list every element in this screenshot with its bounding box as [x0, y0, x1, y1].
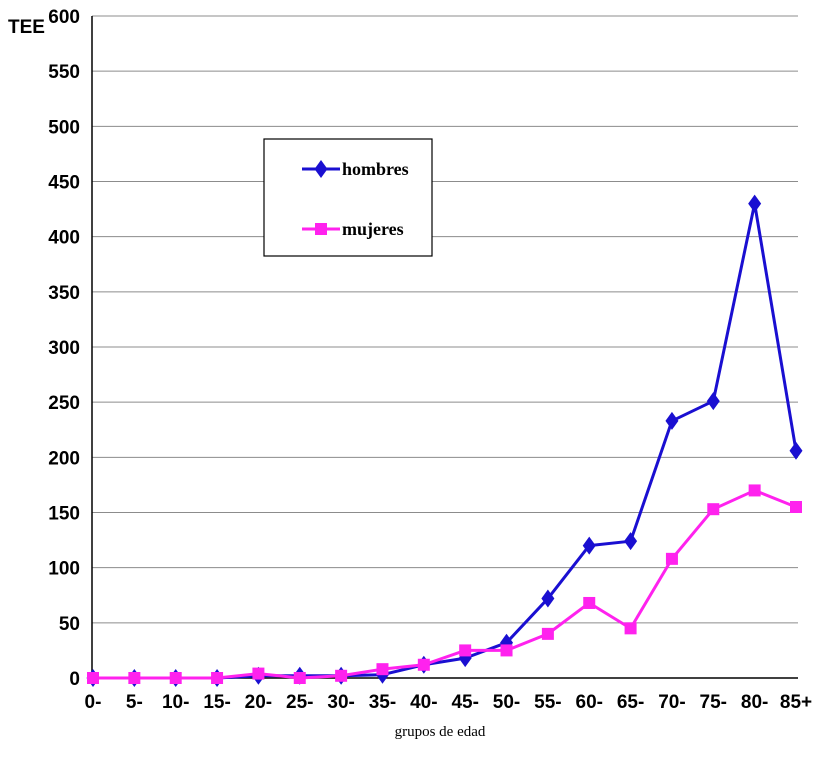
data-point-hombres [748, 194, 762, 213]
y-tick-label: 50 [59, 614, 80, 635]
x-tick-label: 35- [369, 692, 396, 713]
y-tick-labels: 0 50 100 150 200 250 300 350 400 450 500 550 600 [48, 7, 80, 690]
y-axis-label: TEE [8, 17, 45, 38]
data-point-mujeres [790, 500, 802, 513]
x-tick-label: 40- [410, 692, 437, 713]
x-tick-label: 55- [534, 692, 561, 713]
series-layer [86, 194, 803, 687]
legend-label-mujeres: mujeres [342, 219, 404, 239]
y-tick-label: 500 [48, 117, 80, 138]
x-tick-label: 50- [493, 692, 520, 713]
data-point-mujeres [665, 552, 678, 565]
legend-label-hombres: hombres [342, 159, 409, 179]
data-point-mujeres [583, 596, 596, 609]
legend: hombres mujeres [263, 138, 433, 257]
data-point-hombres [582, 536, 596, 555]
data-point-hombres [789, 441, 803, 460]
x-tick-label: 80- [741, 692, 768, 713]
data-point-mujeres [624, 622, 637, 635]
x-tick-label: 65- [617, 692, 644, 713]
data-point-mujeres [748, 484, 761, 497]
data-point-mujeres [293, 672, 306, 684]
data-point-mujeres [169, 672, 182, 684]
data-point-mujeres [335, 669, 348, 682]
legend-marker-mujeres [315, 223, 327, 235]
data-point-hombres [541, 589, 555, 608]
y-tick-label: 100 [48, 559, 80, 580]
data-point-mujeres [707, 503, 720, 516]
series-mujeres [87, 484, 802, 684]
gridlines [92, 15, 798, 624]
legend-box [263, 138, 433, 257]
y-tick-label: 400 [48, 228, 80, 249]
x-tick-label: 0- [85, 692, 102, 713]
data-point-mujeres [87, 672, 99, 684]
y-tick-label: 300 [48, 338, 80, 359]
data-point-mujeres [376, 663, 389, 676]
series-line-hombres [93, 202, 798, 680]
data-point-hombres [624, 532, 638, 551]
x-axis-label: grupos de edad [395, 724, 486, 740]
series-line-mujeres [93, 488, 797, 680]
y-tick-label: 600 [48, 7, 80, 28]
data-point-mujeres [211, 672, 224, 684]
x-tick-label: 25- [286, 692, 313, 713]
y-tick-label: 550 [48, 62, 80, 83]
series-hombres [86, 194, 803, 687]
y-tick-label: 150 [48, 504, 80, 525]
x-tick-label: 5- [126, 692, 143, 713]
data-point-mujeres [459, 644, 472, 657]
data-point-mujeres [252, 667, 265, 680]
y-tick-label: 250 [48, 393, 80, 414]
y-tick-label: 200 [48, 448, 80, 469]
data-point-mujeres [128, 672, 141, 684]
y-tick-label: 0 [69, 669, 80, 690]
x-tick-label: 45- [451, 692, 478, 713]
y-tick-label: 450 [48, 173, 80, 194]
data-point-mujeres [500, 644, 513, 657]
x-tick-label: 85+ [780, 692, 812, 713]
data-point-mujeres [541, 627, 554, 640]
legend-marker-hombres [314, 160, 328, 178]
data-point-hombres [706, 392, 720, 411]
x-tick-label: 20- [245, 692, 272, 713]
data-point-hombres [665, 411, 679, 430]
data-point-mujeres [417, 658, 430, 671]
x-tick-label: 10- [162, 692, 189, 713]
x-tick-label: 60- [576, 692, 603, 713]
x-tick-label: 30- [327, 692, 354, 713]
x-tick-labels: 0- 5- 10- 15- 20- 25- 30- 35- 40- 45- 50- 55- 60- 65-… [85, 692, 813, 713]
x-tick-label: 70- [658, 692, 685, 713]
x-tick-label: 15- [203, 692, 230, 713]
y-tick-label: 350 [48, 283, 80, 304]
x-tick-label: 75- [700, 692, 727, 713]
